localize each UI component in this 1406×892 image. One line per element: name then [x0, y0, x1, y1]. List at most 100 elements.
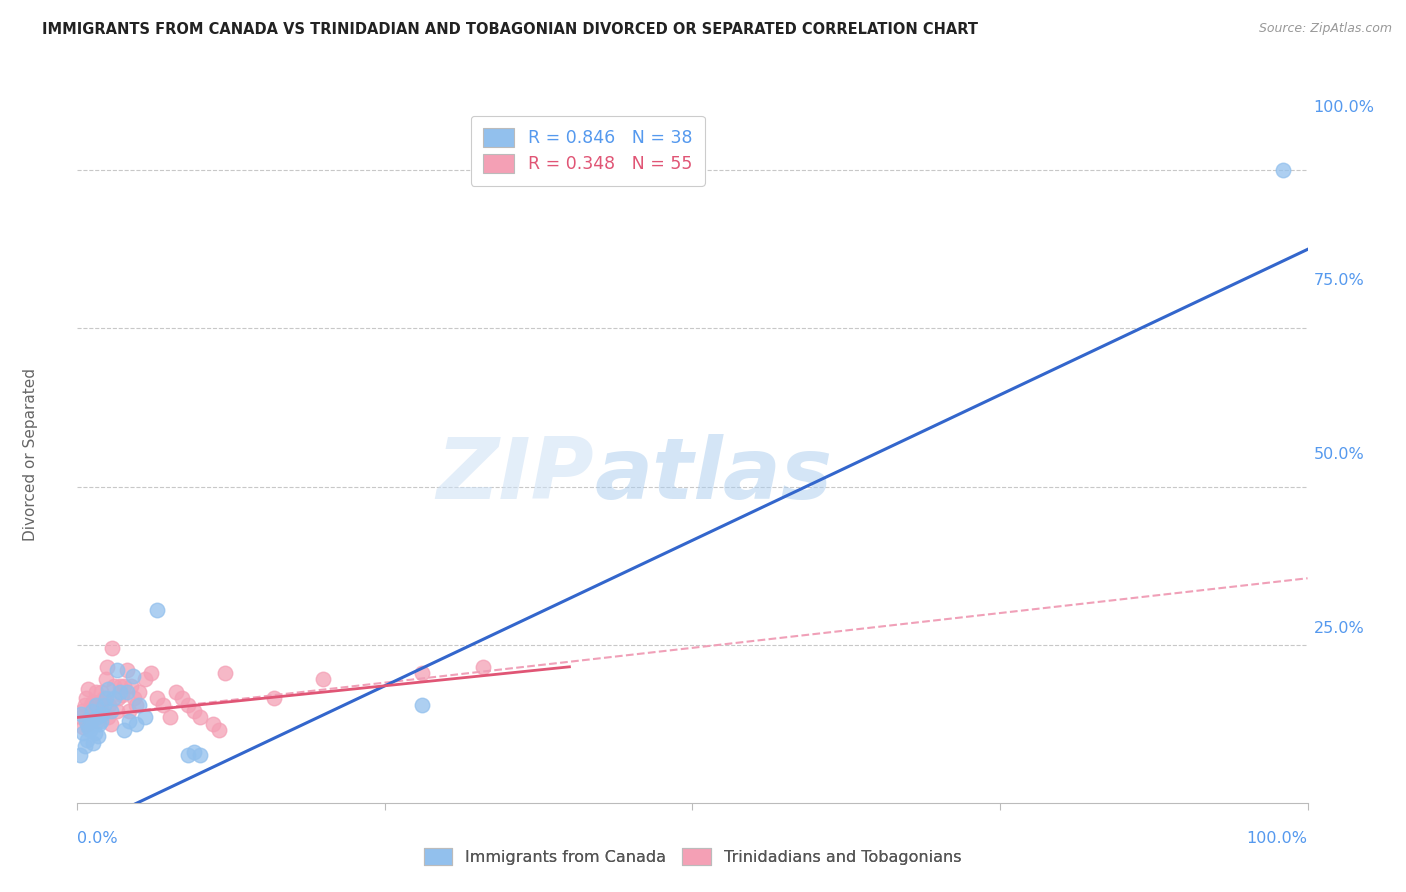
Point: [80, 698, 103, 712]
Point: [177, 748, 200, 763]
Point: [146, 691, 169, 706]
Point: [73, 739, 96, 753]
Point: [103, 691, 125, 706]
Point: [103, 679, 125, 693]
Point: [128, 685, 150, 699]
Point: [79, 723, 101, 737]
Point: [69, 748, 91, 763]
Point: [70, 707, 93, 722]
Point: [112, 679, 135, 693]
Point: [100, 716, 122, 731]
Text: 0.0%: 0.0%: [77, 830, 118, 846]
Point: [87, 730, 110, 744]
Point: [76, 732, 98, 747]
Point: [105, 704, 128, 718]
Legend: Immigrants from Canada, Trinidadians and Tobagonians: Immigrants from Canada, Trinidadians and…: [415, 838, 970, 875]
Point: [89, 695, 111, 709]
Point: [83, 704, 105, 718]
Text: Divorced or Separated: Divorced or Separated: [22, 368, 38, 541]
Point: [96, 660, 118, 674]
Point: [141, 666, 163, 681]
Point: [90, 685, 112, 699]
Text: ZIP: ZIP: [436, 434, 595, 517]
Point: [107, 691, 129, 706]
Point: [411, 666, 433, 681]
Point: [115, 685, 138, 699]
Point: [82, 695, 104, 709]
Point: [214, 666, 236, 681]
Point: [73, 698, 96, 712]
Point: [86, 710, 108, 724]
Point: [118, 704, 141, 718]
Text: Source: ZipAtlas.com: Source: ZipAtlas.com: [1258, 22, 1392, 36]
Point: [188, 710, 212, 724]
Text: IMMIGRANTS FROM CANADA VS TRINIDADIAN AND TOBAGONIAN DIVORCED OR SEPARATED CORRE: IMMIGRANTS FROM CANADA VS TRINIDADIAN AN…: [42, 22, 979, 37]
Point: [70, 704, 93, 718]
Point: [110, 679, 132, 693]
Point: [97, 710, 120, 724]
Point: [121, 679, 143, 693]
Point: [72, 726, 94, 740]
Point: [111, 688, 132, 702]
Point: [94, 691, 117, 706]
Point: [183, 704, 205, 718]
Point: [82, 714, 104, 728]
Point: [87, 701, 110, 715]
Point: [411, 698, 433, 712]
Point: [83, 726, 105, 740]
Point: [122, 691, 145, 706]
Text: atlas: atlas: [595, 434, 832, 517]
Point: [75, 691, 97, 706]
Point: [91, 707, 114, 722]
Text: 100.0%: 100.0%: [1247, 830, 1308, 846]
Point: [98, 698, 121, 712]
Point: [134, 710, 156, 724]
Point: [82, 704, 104, 718]
Text: 100.0%: 100.0%: [1313, 100, 1375, 114]
Point: [188, 748, 212, 763]
Point: [84, 698, 107, 712]
Point: [134, 673, 156, 687]
Point: [165, 685, 187, 699]
Point: [110, 685, 132, 699]
Point: [75, 714, 97, 728]
Point: [80, 714, 103, 728]
Point: [89, 716, 111, 731]
Point: [183, 745, 205, 759]
Point: [170, 691, 193, 706]
Point: [118, 714, 141, 728]
Point: [86, 714, 108, 728]
Point: [79, 707, 101, 722]
Text: 75.0%: 75.0%: [1313, 274, 1364, 288]
Point: [84, 685, 107, 699]
Point: [93, 691, 115, 706]
Point: [101, 640, 124, 655]
Point: [70, 710, 93, 724]
Point: [152, 698, 174, 712]
Point: [82, 736, 104, 750]
Point: [90, 704, 114, 718]
Point: [77, 681, 100, 696]
Point: [201, 716, 224, 731]
Point: [90, 714, 112, 728]
Point: [94, 673, 117, 687]
Text: 50.0%: 50.0%: [1313, 448, 1364, 462]
Point: [72, 720, 94, 734]
Point: [472, 660, 495, 674]
Point: [121, 669, 143, 683]
Point: [146, 603, 169, 617]
Point: [159, 710, 181, 724]
Point: [100, 704, 122, 718]
Point: [208, 723, 231, 737]
Point: [115, 663, 138, 677]
Point: [263, 691, 285, 706]
Point: [112, 723, 135, 737]
Point: [77, 720, 100, 734]
Point: [105, 663, 128, 677]
Point: [76, 716, 98, 731]
Point: [97, 681, 120, 696]
Point: [125, 716, 148, 731]
Point: [312, 673, 335, 687]
Point: [177, 698, 200, 712]
Point: [125, 698, 148, 712]
